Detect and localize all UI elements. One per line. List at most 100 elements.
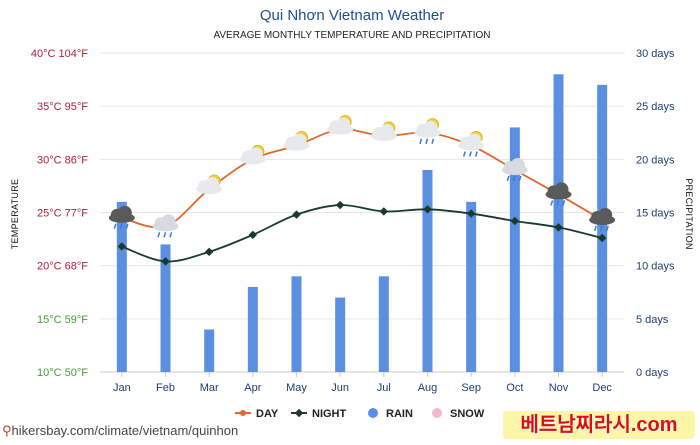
rain-drop bbox=[593, 225, 597, 232]
y-left-tick-label: 25°C 77°F bbox=[37, 208, 88, 220]
x-ticks: Jan Feb Mar Apr May Jun Jul Aug Sep Oct Nov Dec bbox=[113, 372, 612, 394]
rain-bar bbox=[291, 276, 302, 372]
rain-drop bbox=[556, 200, 560, 206]
legend-item-day: DAY bbox=[235, 408, 279, 420]
night-point bbox=[248, 230, 258, 240]
sun-cloud-rain-icon bbox=[458, 131, 485, 157]
y-right-tick-label: 20 days bbox=[636, 154, 675, 166]
rain-bar bbox=[466, 201, 477, 372]
y-right-tick-label: 15 days bbox=[636, 208, 675, 220]
rain-drop bbox=[119, 223, 123, 230]
rain-bar bbox=[509, 127, 520, 372]
legend-label: NIGHT bbox=[312, 408, 347, 420]
rain-bar bbox=[335, 297, 346, 372]
y-right-tick-label: 5 days bbox=[636, 314, 669, 326]
y-left-tick-label: 15°C 59°F bbox=[37, 314, 88, 326]
storm-icon bbox=[108, 205, 135, 230]
cloud-part bbox=[205, 177, 220, 192]
legend-label: DAY bbox=[256, 408, 279, 420]
sun-cloud-icon bbox=[239, 144, 266, 165]
rain-drop bbox=[462, 151, 466, 157]
night-point bbox=[204, 247, 214, 257]
rain-drop bbox=[169, 232, 173, 238]
y-left-tick-label: 30°C 86°F bbox=[37, 154, 88, 166]
x-tick-label: Apr bbox=[244, 382, 261, 394]
x-tick-label: Feb bbox=[156, 382, 175, 394]
watermark: 베트남찌라시.com bbox=[503, 411, 695, 439]
location-pin-icon: ⚲ bbox=[2, 423, 12, 438]
cloud-part bbox=[161, 214, 176, 229]
x-tick-label: Aug bbox=[418, 382, 438, 394]
rain-drop bbox=[550, 200, 554, 206]
y-right-ticks: 30 days 25 days 20 days 15 days 10 days 5 day… bbox=[636, 48, 675, 379]
y-left-axis-label: TEMPERATURE bbox=[10, 179, 20, 250]
legend-item-snow: SNOW bbox=[432, 408, 485, 420]
cloud-rain-icon bbox=[501, 157, 528, 182]
rain-drop bbox=[113, 223, 117, 230]
x-tick-label: Jan bbox=[113, 382, 131, 394]
sun-cloud-icon bbox=[370, 121, 397, 141]
x-tick-label: Dec bbox=[592, 382, 612, 394]
sun-cloud-icon bbox=[327, 115, 354, 135]
legend: DAY NIGHT RAIN SNOW bbox=[235, 408, 485, 420]
chart-title: Qui Nhơn Vietnam Weather bbox=[260, 7, 444, 24]
night-point bbox=[335, 200, 345, 210]
rain-drop bbox=[419, 138, 423, 144]
y-right-tick-label: 0 days bbox=[636, 367, 669, 379]
night-point bbox=[510, 216, 520, 226]
x-tick-label: Sep bbox=[461, 382, 481, 394]
night-point bbox=[161, 257, 170, 266]
night-point bbox=[423, 205, 432, 214]
sun-cloud-rain-icon bbox=[414, 118, 441, 144]
y-left-ticks: 40°C 104°F 35°C 95°F 30°C 86°F 25°C 77°F 20°… bbox=[31, 48, 88, 379]
rain-drop bbox=[163, 232, 167, 238]
legend-label: RAIN bbox=[386, 408, 413, 420]
x-tick-label: Oct bbox=[506, 382, 523, 394]
y-right-tick-label: 10 days bbox=[636, 261, 675, 273]
cloud-part bbox=[336, 117, 351, 132]
cloud-rain-icon bbox=[152, 214, 179, 238]
y-left-tick-label: 20°C 68°F bbox=[37, 261, 88, 273]
rain-bar bbox=[160, 244, 171, 372]
y-left-tick-label: 10°C 50°F bbox=[37, 367, 88, 379]
cloud-part bbox=[379, 123, 394, 138]
y-right-tick-label: 25 days bbox=[636, 101, 675, 113]
y-right-tick-label: 30 days bbox=[636, 48, 675, 60]
y-right-axis-label: PRECIPITATION bbox=[684, 178, 694, 250]
storm-icon bbox=[545, 182, 572, 206]
legend-item-rain: RAIN bbox=[368, 408, 413, 420]
rain-drop bbox=[599, 225, 603, 232]
night-point bbox=[292, 210, 301, 219]
chart-subtitle: AVERAGE MONTHLY TEMPERATURE AND PRECIPIT… bbox=[213, 30, 490, 41]
cloud-part bbox=[248, 147, 263, 162]
cloud-part bbox=[554, 182, 569, 197]
legend-marker bbox=[294, 408, 304, 418]
source-text: hikersbay.com/climate/vietnam/quinhon bbox=[11, 423, 239, 438]
rain-bar bbox=[553, 74, 564, 373]
rain-drop bbox=[125, 223, 129, 230]
cloud-part bbox=[510, 157, 525, 172]
rain-bar bbox=[378, 276, 389, 372]
sun-cloud-icon bbox=[196, 174, 223, 195]
rain-drop bbox=[605, 225, 609, 232]
night-point bbox=[466, 209, 476, 218]
cloud-part bbox=[467, 133, 482, 148]
y-left-tick-label: 35°C 95°F bbox=[37, 101, 88, 113]
temperature-lines bbox=[117, 127, 607, 266]
cloud-part bbox=[598, 207, 613, 222]
storm-icon bbox=[589, 207, 616, 232]
x-tick-label: May bbox=[286, 382, 307, 394]
night-point bbox=[117, 242, 127, 251]
source-link[interactable]: ⚲hikersbay.com/climate/vietnam/quinhon bbox=[2, 423, 238, 439]
rain-drop bbox=[506, 175, 510, 182]
legend-marker bbox=[368, 408, 378, 418]
rain-drop bbox=[474, 151, 478, 157]
night-temperature-line bbox=[121, 204, 603, 263]
cloud-part bbox=[423, 120, 438, 135]
rain-bar bbox=[204, 329, 215, 372]
legend-label: SNOW bbox=[450, 408, 485, 420]
rain-drop bbox=[157, 232, 161, 238]
rain-drop bbox=[425, 138, 429, 144]
weather-icons bbox=[108, 115, 616, 238]
